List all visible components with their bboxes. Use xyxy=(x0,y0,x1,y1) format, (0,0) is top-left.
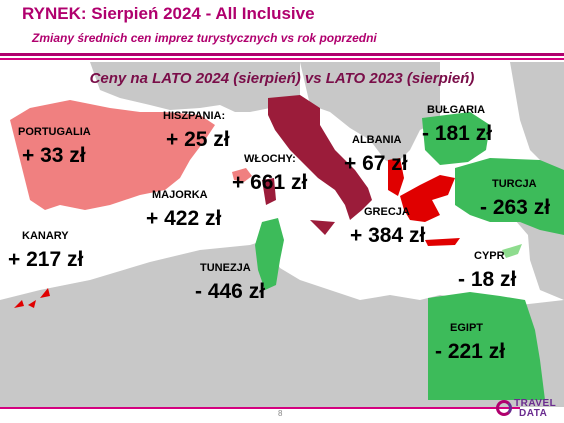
label-bulgaria: BUŁGARIA xyxy=(427,104,486,116)
iberia-shape xyxy=(10,100,215,210)
label-albania: ALBANIA xyxy=(352,134,402,146)
label-egipt: EGIPT xyxy=(450,322,484,334)
value-bulgaria: - 181 zł xyxy=(422,122,493,145)
page-subtitle: Zmiany średnich cen imprez turystycznych… xyxy=(32,31,377,45)
label-grecja: GRECJA xyxy=(364,206,410,218)
header-rule-bottom xyxy=(0,58,564,60)
footer-rule xyxy=(0,407,520,409)
greece-shape xyxy=(400,175,455,222)
value-portugalia: + 33 zł xyxy=(22,144,86,167)
map-panel xyxy=(0,62,564,407)
value-cypr: - 18 zł xyxy=(458,268,517,291)
egypt-shape xyxy=(428,292,545,400)
canary-islands-shape xyxy=(14,288,50,308)
balkans-land xyxy=(300,62,440,165)
label-turcja: TURCJA xyxy=(492,178,537,190)
cyprus-shape xyxy=(502,244,522,258)
label-tunezja: TUNEZJA xyxy=(200,262,251,274)
bulgaria-shape xyxy=(422,112,490,165)
value-wlochy: + 661 zł xyxy=(232,171,308,194)
label-kanary: KANARY xyxy=(22,230,69,242)
label-hiszpania: HISZPANIA: xyxy=(163,110,226,122)
page-number: 8 xyxy=(278,409,283,418)
value-kanary: + 217 zł xyxy=(8,248,84,271)
logo-ring-icon xyxy=(496,400,512,416)
value-hiszpania: + 25 zł xyxy=(166,128,230,151)
middle-east-land xyxy=(510,62,564,300)
label-cypr: CYPR xyxy=(474,250,505,262)
map-heading: Ceny na LATO 2024 (sierpień) vs LATO 202… xyxy=(89,70,475,87)
value-tunezja: - 446 zł xyxy=(195,280,266,303)
map-svg xyxy=(0,62,564,407)
albania-shape xyxy=(388,158,404,196)
sardinia-shape xyxy=(262,178,276,205)
page-title: RYNEK: Sierpień 2024 - All Inclusive xyxy=(22,4,315,23)
sicily-shape xyxy=(310,220,335,235)
header-rule-top xyxy=(0,53,564,56)
europe-north-land xyxy=(90,62,300,112)
value-majorka: + 422 zł xyxy=(146,207,222,230)
turkey-shape xyxy=(455,158,564,235)
value-grecja: + 384 zł xyxy=(350,224,426,247)
label-majorka: MAJORKA xyxy=(152,189,208,201)
value-egipt: - 221 zł xyxy=(435,340,506,363)
travel-data-logo: TRAVEL DATA xyxy=(494,396,564,423)
slide-header: RYNEK: Sierpień 2024 - All Inclusive Zmi… xyxy=(0,0,564,62)
italy-shape xyxy=(268,95,372,220)
logo-text-data: DATA xyxy=(519,408,548,419)
tunisia-shape xyxy=(255,218,284,290)
value-albania: + 67 zł xyxy=(344,152,408,175)
value-turcja: - 263 zł xyxy=(480,196,551,219)
label-portugalia: PORTUGALIA xyxy=(18,126,91,138)
africa-land xyxy=(0,240,564,407)
label-wlochy: WŁOCHY: xyxy=(244,153,296,165)
majorca-shape xyxy=(232,168,252,182)
logo-text-travel: TRAVEL xyxy=(514,398,557,409)
crete-shape xyxy=(425,238,460,246)
